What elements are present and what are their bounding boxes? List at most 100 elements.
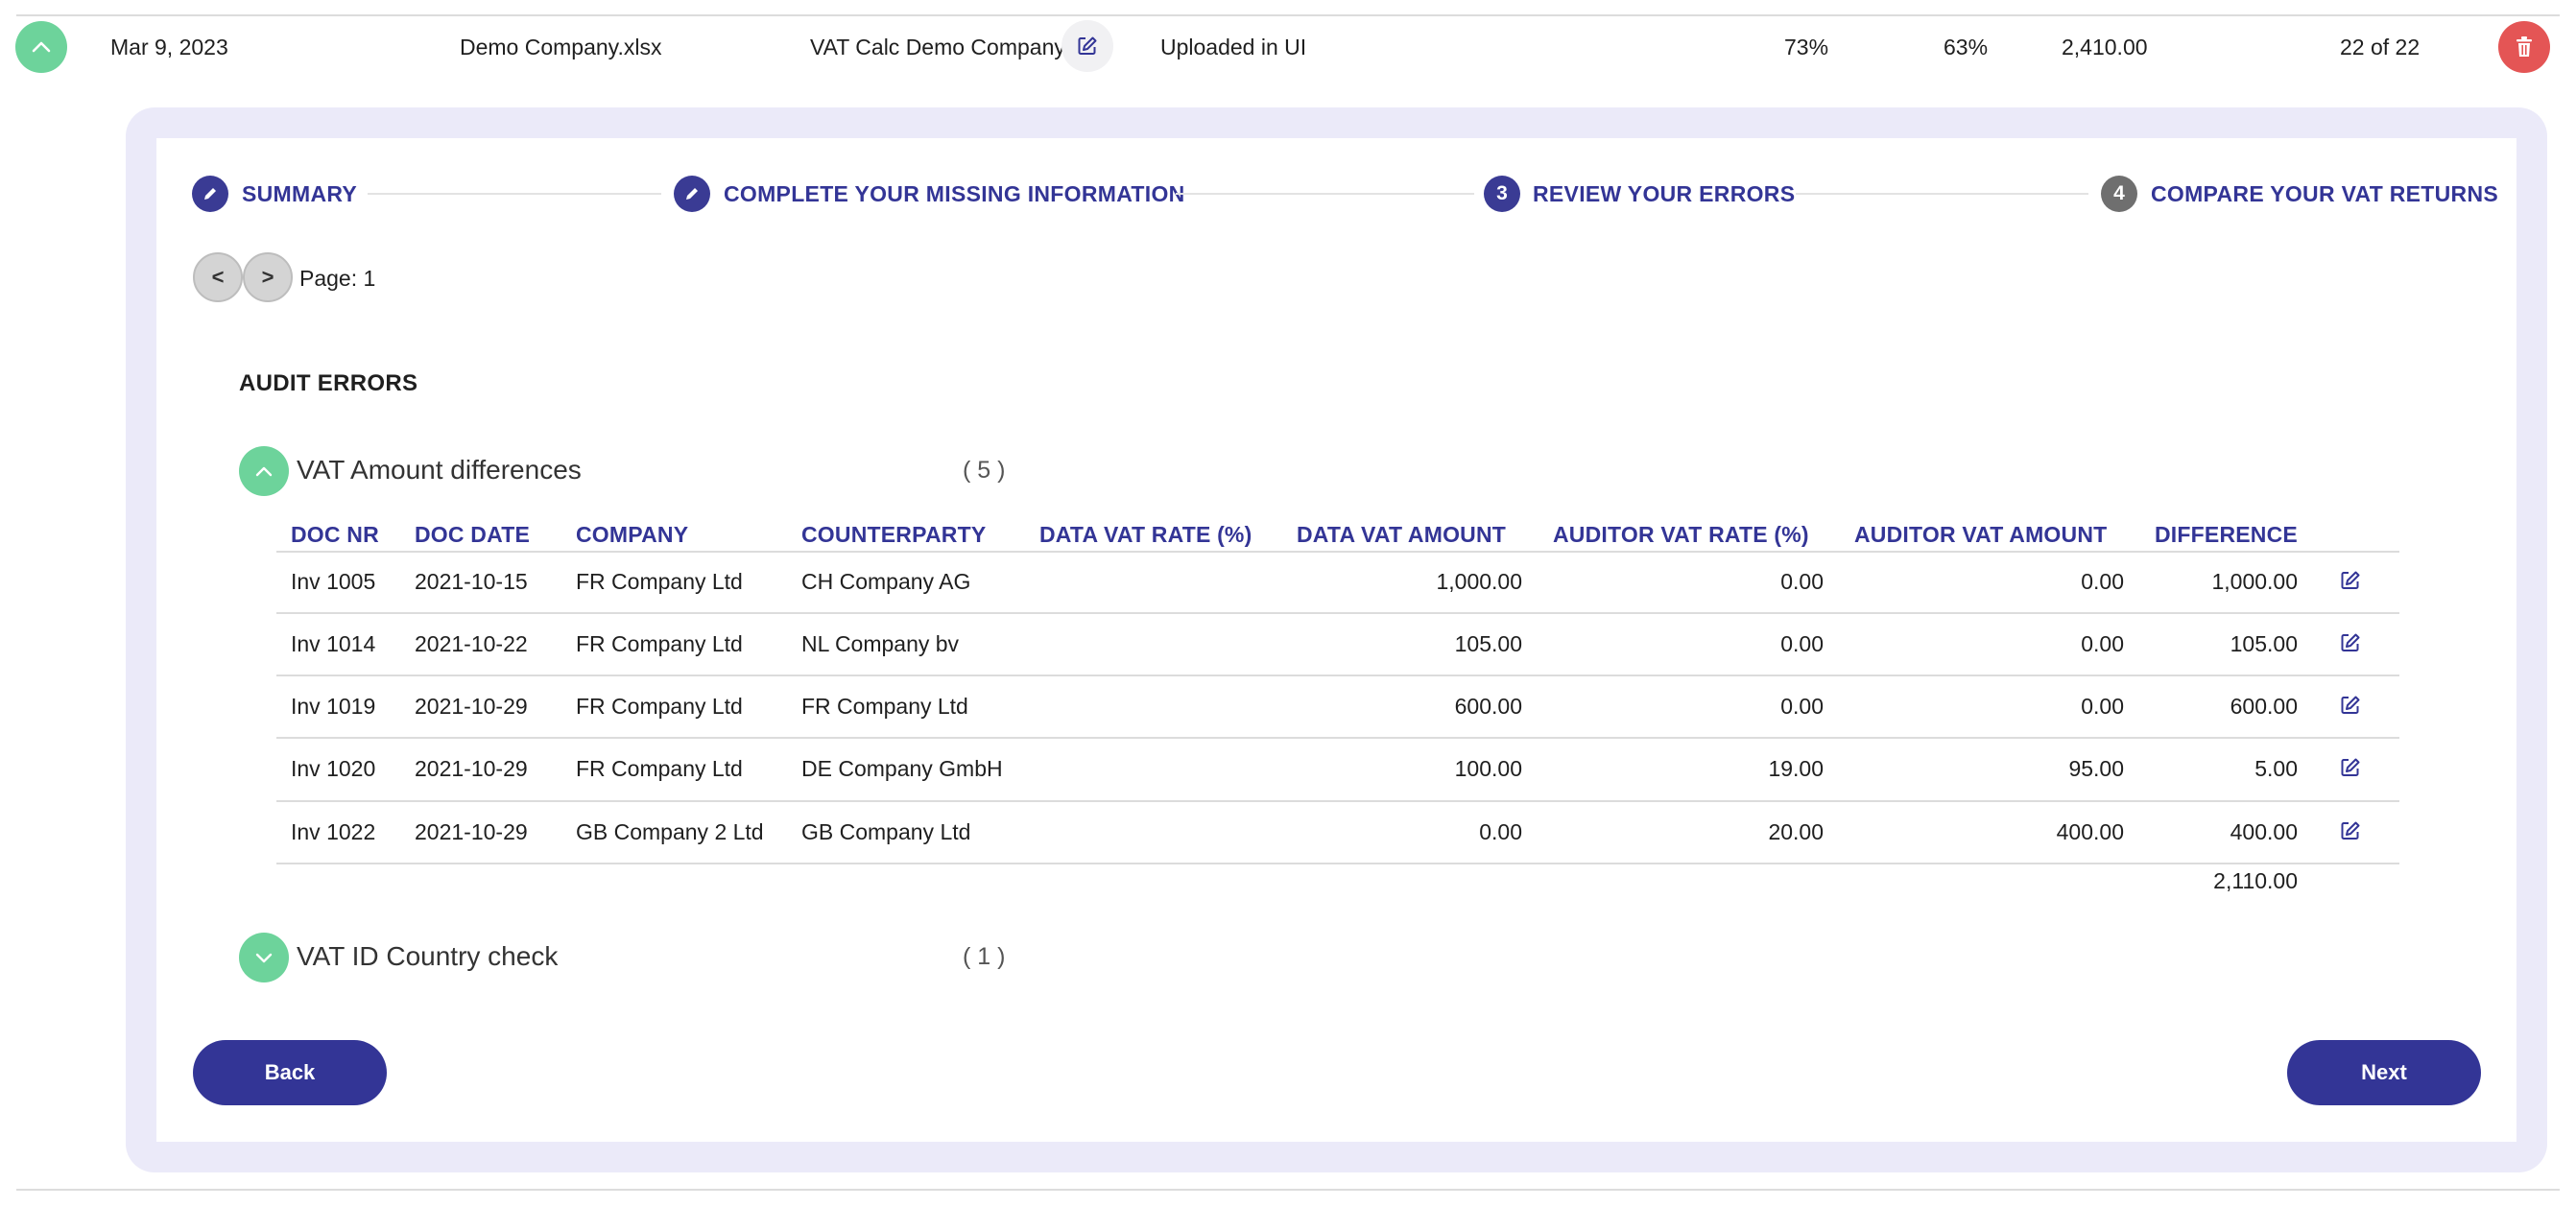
step-review-errors[interactable]: REVIEW YOUR ERRORS — [1533, 181, 1796, 206]
col-data-vat-rate: DATA VAT RATE (%) — [1039, 522, 1252, 547]
edit-row-button[interactable] — [2339, 756, 2362, 779]
col-doc-date: DOC DATE — [415, 522, 531, 547]
file-name: Demo Company.xlsx — [460, 35, 662, 59]
next-button[interactable]: Next — [2287, 1040, 2481, 1105]
cell-auditor-vat-rate: 19.00 — [1768, 756, 1824, 781]
chevron-up-icon — [32, 41, 51, 53]
step-summary[interactable]: SUMMARY — [242, 181, 358, 206]
chevron-up-icon — [255, 466, 273, 476]
cell-data-vat-amount: 1,000.00 — [1436, 569, 1522, 594]
cell-doc-date: 2021-10-15 — [415, 569, 528, 594]
cell-company: FR Company Ltd — [576, 694, 743, 719]
cell-counterparty: DE Company GmbH — [801, 756, 1003, 781]
percent-one: 73% — [1784, 35, 1829, 59]
percent-two: 63% — [1944, 35, 1989, 59]
expand-group-button[interactable] — [239, 933, 289, 982]
cell-auditor-vat-amount: 0.00 — [2081, 569, 2124, 594]
cell-data-vat-amount: 600.00 — [1454, 694, 1522, 719]
row-divider — [276, 674, 2399, 676]
cell-data-vat-amount: 0.00 — [1479, 819, 1522, 844]
cell-auditor-vat-rate: 0.00 — [1780, 631, 1824, 656]
edit-icon — [2341, 696, 2360, 714]
step-2-marker — [674, 176, 710, 212]
row-divider — [276, 737, 2399, 739]
cell-counterparty: CH Company AG — [801, 569, 971, 594]
step-missing-info[interactable]: COMPLETE YOUR MISSING INFORMATION — [724, 181, 1185, 206]
amount-value: 2,410.00 — [2062, 35, 2148, 59]
cell-doc-nr: Inv 1020 — [291, 756, 376, 781]
table-header-divider — [276, 551, 2399, 553]
cell-auditor-vat-amount: 95.00 — [2068, 756, 2124, 781]
cell-counterparty: GB Company Ltd — [801, 819, 971, 844]
cell-difference: 600.00 — [2230, 694, 2298, 719]
cell-company: FR Company Ltd — [576, 631, 743, 656]
group-count: ( 5 ) — [963, 457, 1006, 484]
cell-auditor-vat-rate: 0.00 — [1780, 694, 1824, 719]
collapse-group-button[interactable] — [239, 446, 289, 496]
cell-data-vat-amount: 105.00 — [1454, 631, 1522, 656]
step-connector — [1796, 193, 2088, 195]
company-name: VAT Calc Demo Company — [810, 35, 1065, 59]
row-divider — [276, 800, 2399, 802]
cell-difference: 400.00 — [2230, 819, 2298, 844]
step-connector — [1176, 193, 1474, 195]
bottom-divider — [16, 1189, 2560, 1191]
pencil-icon — [204, 188, 216, 200]
step-compare-vat[interactable]: COMPARE YOUR VAT RETURNS — [2151, 181, 2499, 206]
cell-doc-nr: Inv 1019 — [291, 694, 376, 719]
edit-row-button[interactable] — [2339, 694, 2362, 717]
progress-count: 22 of 22 — [2340, 35, 2421, 59]
group-label[interactable]: VAT Amount differences — [297, 455, 582, 485]
cell-auditor-vat-amount: 0.00 — [2081, 631, 2124, 656]
cell-counterparty: NL Company bv — [801, 631, 960, 656]
section-title: AUDIT ERRORS — [239, 370, 418, 396]
edit-icon — [2341, 633, 2360, 651]
back-button[interactable]: Back — [193, 1040, 387, 1105]
page-indicator: Page: 1 — [299, 266, 376, 291]
cell-difference: 105.00 — [2230, 631, 2298, 656]
edit-row-button[interactable] — [2339, 819, 2362, 842]
cell-auditor-vat-rate: 0.00 — [1780, 569, 1824, 594]
step-3-marker: 3 — [1484, 176, 1520, 212]
edit-row-button[interactable] — [2339, 631, 2362, 654]
cell-difference: 1,000.00 — [2211, 569, 2298, 594]
cell-doc-date: 2021-10-29 — [415, 756, 528, 781]
difference-total: 2,110.00 — [2213, 868, 2298, 893]
cell-doc-nr: Inv 1005 — [291, 569, 376, 594]
row-divider — [276, 612, 2399, 614]
cell-doc-nr: Inv 1014 — [291, 631, 376, 656]
col-counterparty: COUNTERPARTY — [801, 522, 987, 547]
edit-icon — [2341, 758, 2360, 776]
delete-button[interactable] — [2498, 21, 2550, 73]
review-panel-content — [156, 138, 2516, 1142]
prev-page-button[interactable]: < — [193, 252, 243, 302]
collapse-row-button[interactable] — [15, 21, 67, 73]
cell-doc-nr: Inv 1022 — [291, 819, 376, 844]
edit-icon — [1078, 36, 1097, 55]
row-divider — [276, 863, 2399, 864]
cell-counterparty: FR Company Ltd — [801, 694, 968, 719]
group-label[interactable]: VAT ID Country check — [297, 941, 559, 971]
col-auditor-vat-amount: AUDITOR VAT AMOUNT — [1854, 522, 2108, 547]
trash-icon — [2516, 36, 2532, 57]
upload-date: Mar 9, 2023 — [110, 35, 228, 59]
cell-auditor-vat-amount: 400.00 — [2056, 819, 2124, 844]
cell-company: FR Company Ltd — [576, 569, 743, 594]
upload-source: Uploaded in UI — [1160, 35, 1307, 59]
col-auditor-vat-rate: AUDITOR VAT RATE (%) — [1553, 522, 1809, 547]
col-company: COMPANY — [576, 522, 689, 547]
edit-row-button[interactable] — [2339, 569, 2362, 592]
edit-company-button[interactable] — [1061, 20, 1113, 72]
group-count: ( 1 ) — [963, 943, 1006, 970]
cell-doc-date: 2021-10-29 — [415, 819, 528, 844]
cell-doc-date: 2021-10-29 — [415, 694, 528, 719]
cell-data-vat-amount: 100.00 — [1454, 756, 1522, 781]
edit-icon — [2341, 821, 2360, 840]
step-1-marker — [192, 176, 228, 212]
cell-difference: 5.00 — [2254, 756, 2298, 781]
cell-company: FR Company Ltd — [576, 756, 743, 781]
chevron-down-icon — [255, 953, 273, 962]
cell-auditor-vat-rate: 20.00 — [1768, 819, 1824, 844]
step-4-marker: 4 — [2101, 176, 2137, 212]
next-page-button[interactable]: > — [243, 252, 293, 302]
